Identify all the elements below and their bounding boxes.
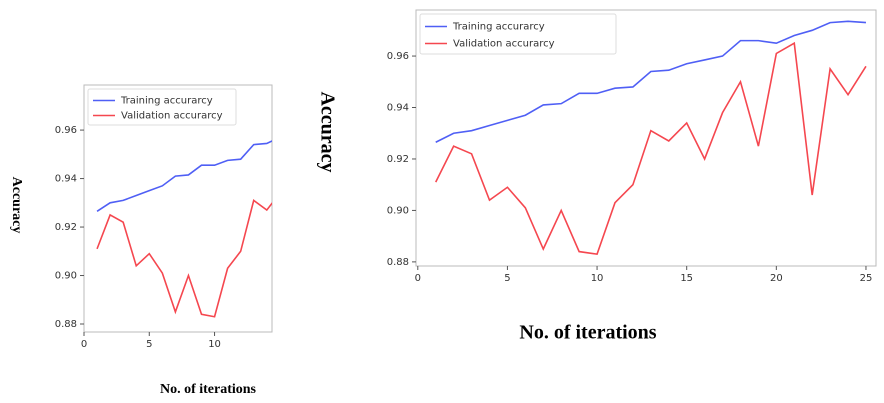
legend-box	[87, 88, 237, 126]
y-axis-label: Accuracy	[9, 177, 24, 234]
x-tick-label: 5	[504, 273, 510, 284]
x-axis-label: No. of iterations	[519, 322, 656, 344]
series-line	[435, 41, 867, 256]
legend-label: Training accurarcy	[120, 96, 213, 107]
series-line	[96, 199, 272, 318]
plot-area	[435, 20, 867, 256]
y-tick-label: 0.88	[55, 319, 77, 330]
y-tick-label: 0.92	[387, 154, 409, 165]
legend-label: Validation accurarcy	[121, 111, 223, 122]
y-tick-label: 0.94	[387, 103, 409, 114]
x-tick-label: 25	[860, 273, 873, 284]
y-tick-label: 0.90	[387, 205, 409, 216]
y-tick-label: 0.92	[55, 222, 77, 233]
x-tick-label: 20	[770, 273, 783, 284]
y-tick-label: 0.90	[55, 271, 77, 282]
series-line	[435, 20, 867, 143]
legend-label: Training accurarcy	[452, 22, 545, 33]
y-tick-label: 0.96	[55, 125, 77, 136]
series-line	[96, 140, 272, 212]
y-axis-label: Accuracy	[316, 91, 338, 172]
legend-box	[419, 13, 617, 55]
x-tick-label: 15	[680, 273, 693, 284]
x-tick-label: 10	[591, 273, 604, 284]
x-tick-label: 10	[208, 339, 221, 350]
plot-area	[96, 140, 272, 318]
y-tick-label: 0.94	[55, 174, 77, 185]
plot-frame	[83, 84, 273, 333]
x-axis-label: No. of iterations	[160, 382, 257, 397]
x-tick-label: 5	[146, 339, 152, 350]
x-tick-label: 0	[415, 273, 421, 284]
y-tick-label: 0.88	[387, 257, 409, 268]
y-tick-label: 0.96	[387, 51, 409, 62]
legend-label: Validation accurarcy	[453, 39, 555, 50]
x-tick-label: 0	[81, 339, 87, 350]
plot-frame	[415, 9, 877, 267]
